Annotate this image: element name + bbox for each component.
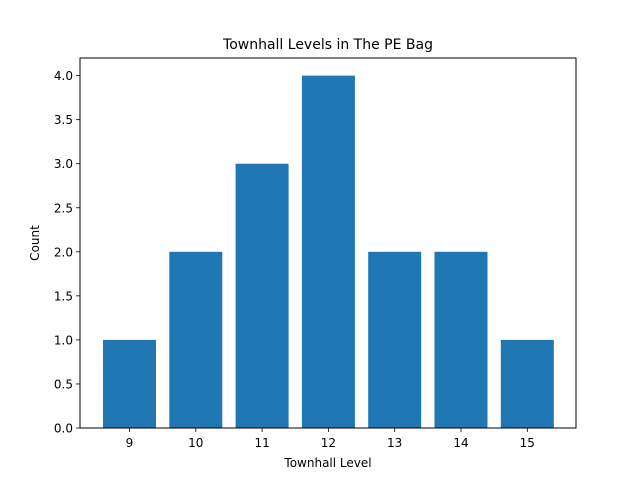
x-tick-label: 11 — [254, 436, 269, 450]
y-tick-label: 2.0 — [54, 245, 73, 259]
x-tick-label: 15 — [520, 436, 535, 450]
chart-title: Townhall Levels in The PE Bag — [222, 37, 433, 53]
y-tick-label: 1.0 — [54, 333, 73, 347]
y-tick-label: 3.0 — [54, 157, 73, 171]
bar-13 — [368, 251, 422, 428]
x-tick-label: 9 — [126, 436, 134, 450]
x-axis-ticks: 9 10 11 12 13 14 15 — [126, 428, 535, 450]
y-tick-label: 0.0 — [54, 422, 73, 436]
plot-frame — [79, 57, 577, 429]
y-tick-label: 0.5 — [54, 377, 73, 391]
y-tick-label: 2.5 — [54, 201, 73, 215]
x-tick-label: 10 — [188, 436, 203, 450]
x-axis-label: Townhall Level — [283, 456, 371, 470]
bar-15 — [500, 339, 554, 428]
x-tick-label: 13 — [387, 436, 402, 450]
bar-10 — [169, 251, 223, 428]
bar-11 — [235, 163, 289, 428]
bar-9 — [103, 339, 156, 428]
x-tick-label: 12 — [321, 436, 336, 450]
bar-12 — [301, 75, 355, 429]
y-axis-ticks: 0.0 0.5 1.0 1.5 2.0 2.5 3.0 3.5 4.0 — [54, 69, 80, 436]
y-tick-label: 4.0 — [54, 69, 73, 83]
bar-14 — [434, 251, 488, 428]
y-tick-label: 1.5 — [54, 289, 73, 303]
bars-group — [103, 75, 554, 429]
x-tick-label: 14 — [453, 436, 468, 450]
y-tick-label: 3.5 — [54, 113, 73, 127]
y-axis-label: Count — [28, 225, 42, 261]
